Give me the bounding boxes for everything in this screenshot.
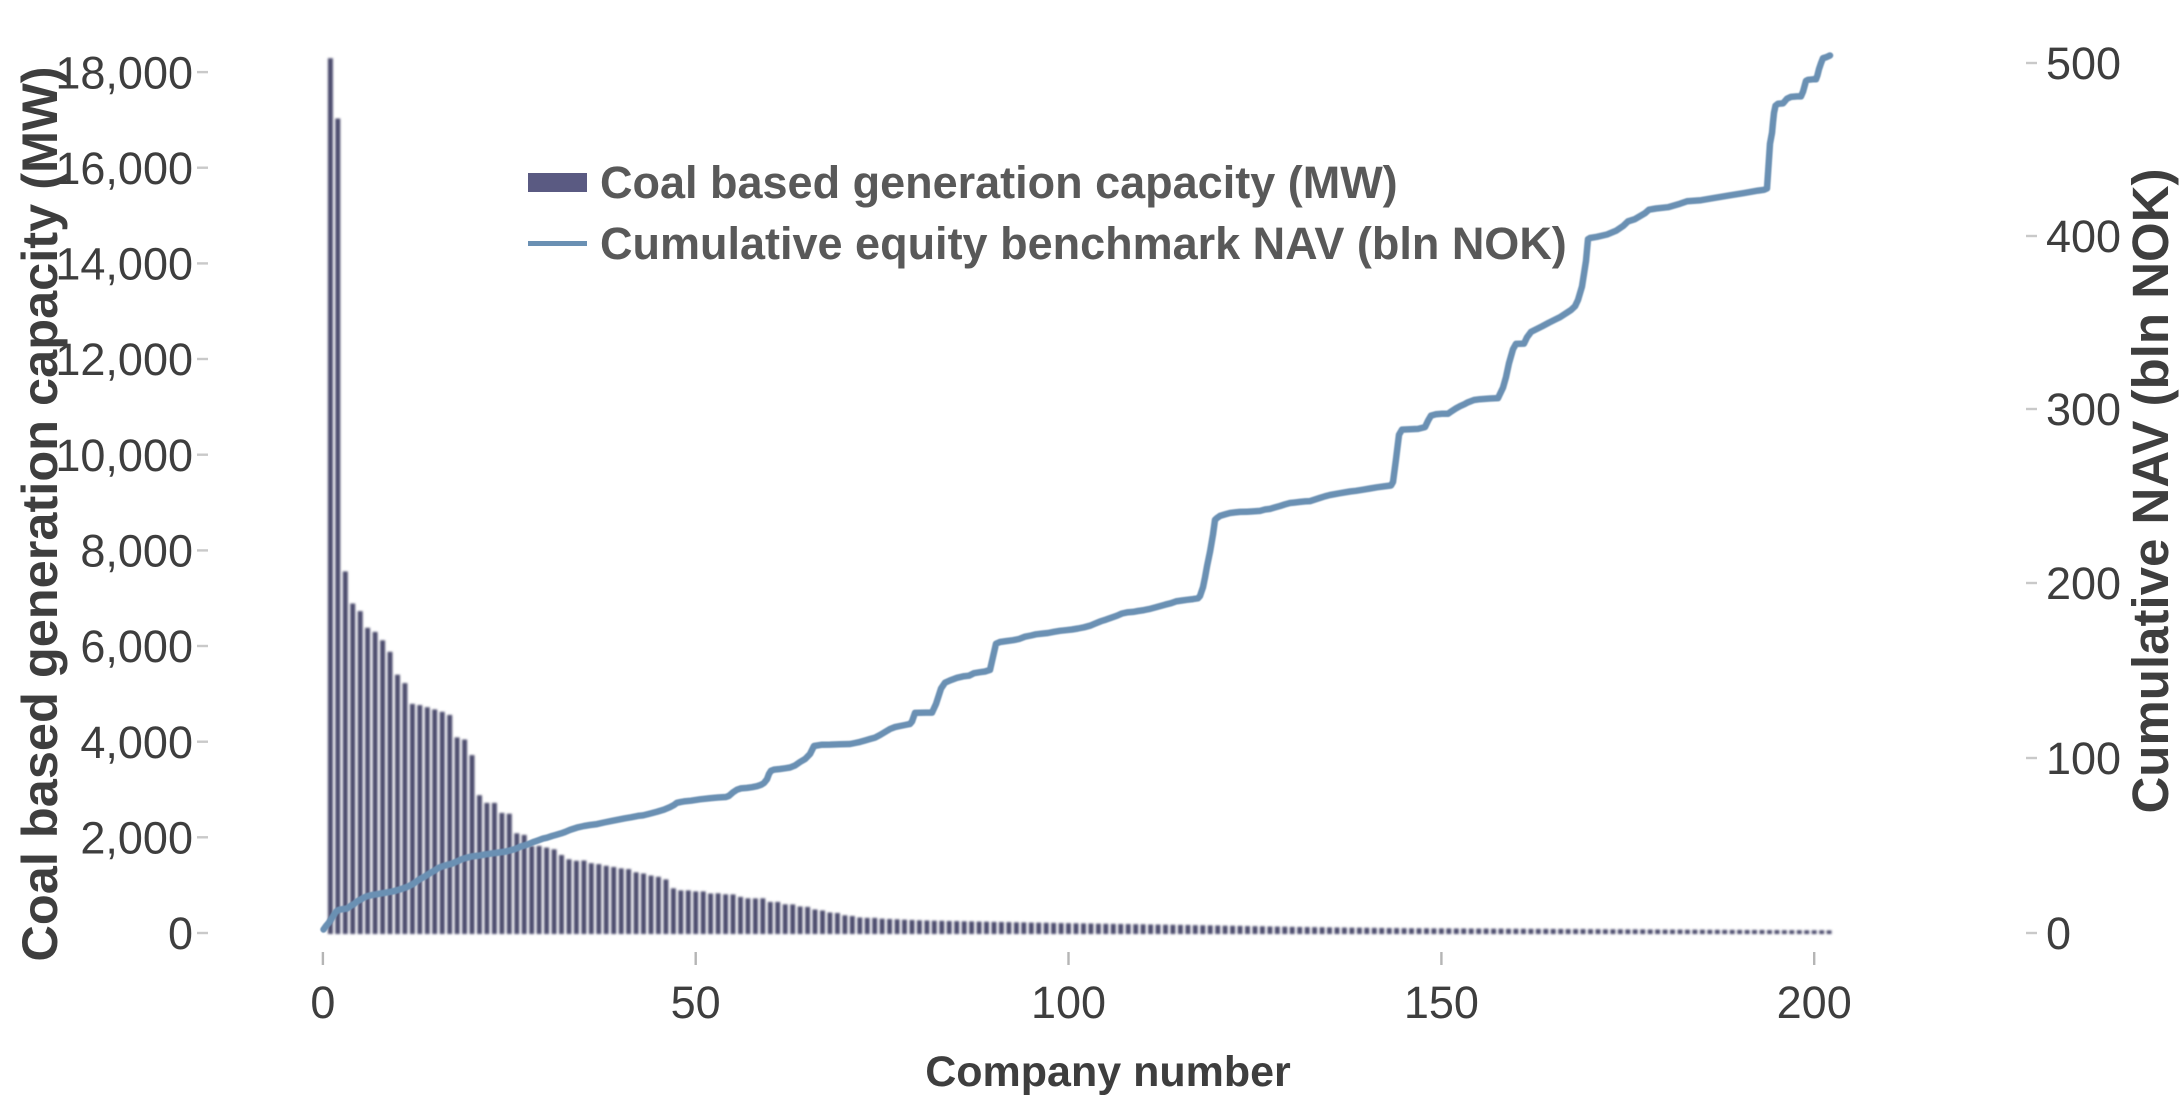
svg-text:100: 100 (1031, 977, 1106, 1028)
svg-text:0: 0 (310, 977, 335, 1028)
svg-text:Coal based generation capacity: Coal based generation capacity (MW) (600, 157, 1398, 208)
svg-text:300: 300 (2046, 384, 2121, 435)
svg-text:Coal based generation capacity: Coal based generation capacity (MW) (11, 66, 68, 961)
svg-text:Company number: Company number (925, 1048, 1291, 1096)
svg-text:0: 0 (2046, 908, 2071, 959)
svg-text:Cumulative NAV (bln NOK): Cumulative NAV (bln NOK) (2122, 168, 2179, 813)
svg-text:10,000: 10,000 (55, 430, 193, 481)
svg-text:100: 100 (2046, 733, 2121, 784)
svg-text:200: 200 (1777, 977, 1852, 1028)
svg-text:18,000: 18,000 (55, 47, 193, 98)
svg-text:200: 200 (2046, 558, 2121, 609)
svg-text:2,000: 2,000 (80, 813, 193, 864)
svg-text:500: 500 (2046, 38, 2121, 89)
svg-text:16,000: 16,000 (55, 143, 193, 194)
svg-text:6,000: 6,000 (80, 621, 193, 672)
svg-text:12,000: 12,000 (55, 334, 193, 385)
svg-text:150: 150 (1404, 977, 1479, 1028)
svg-text:4,000: 4,000 (80, 717, 193, 768)
svg-text:400: 400 (2046, 211, 2121, 262)
svg-text:8,000: 8,000 (80, 526, 193, 577)
svg-text:50: 50 (671, 977, 721, 1028)
svg-text:Cumulative equity benchmark NA: Cumulative equity benchmark NAV (bln NOK… (600, 218, 1567, 269)
svg-text:0: 0 (168, 908, 193, 959)
svg-text:14,000: 14,000 (55, 239, 193, 290)
